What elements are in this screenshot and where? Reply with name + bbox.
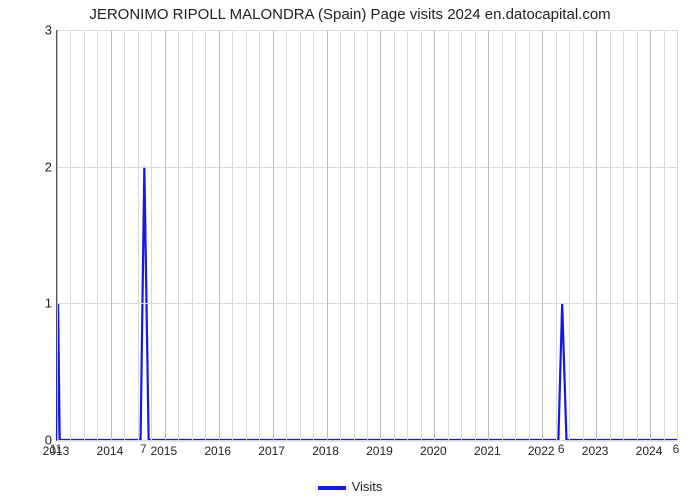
x-tick-label: 2019: [366, 444, 393, 458]
legend-label: Visits: [352, 479, 383, 494]
legend-swatch: [318, 486, 346, 490]
x-tick-label: 2015: [150, 444, 177, 458]
x-tick-label: 2024: [636, 444, 663, 458]
x-tick-label: 2023: [582, 444, 609, 458]
y-tick-label: 2: [34, 159, 52, 174]
x-tick-label: 2014: [97, 444, 124, 458]
x-tick-label: 2021: [474, 444, 501, 458]
count-label: 6: [558, 442, 565, 456]
count-label: 7: [140, 442, 147, 456]
chart-title: JERONIMO RIPOLL MALONDRA (Spain) Page vi…: [0, 6, 700, 23]
chart-container: { "title": "JERONIMO RIPOLL MALONDRA (Sp…: [0, 0, 700, 500]
count-label: 6: [673, 442, 680, 456]
x-tick-label: 2018: [312, 444, 339, 458]
legend: Visits: [0, 479, 700, 494]
x-tick-label: 2022: [528, 444, 555, 458]
x-tick-label: 2016: [204, 444, 231, 458]
plot-area: [56, 30, 677, 441]
y-tick-label: 3: [34, 23, 52, 38]
y-tick-label: 1: [34, 296, 52, 311]
count-label: 11: [50, 442, 62, 456]
x-tick-label: 2020: [420, 444, 447, 458]
x-tick-label: 2017: [258, 444, 285, 458]
